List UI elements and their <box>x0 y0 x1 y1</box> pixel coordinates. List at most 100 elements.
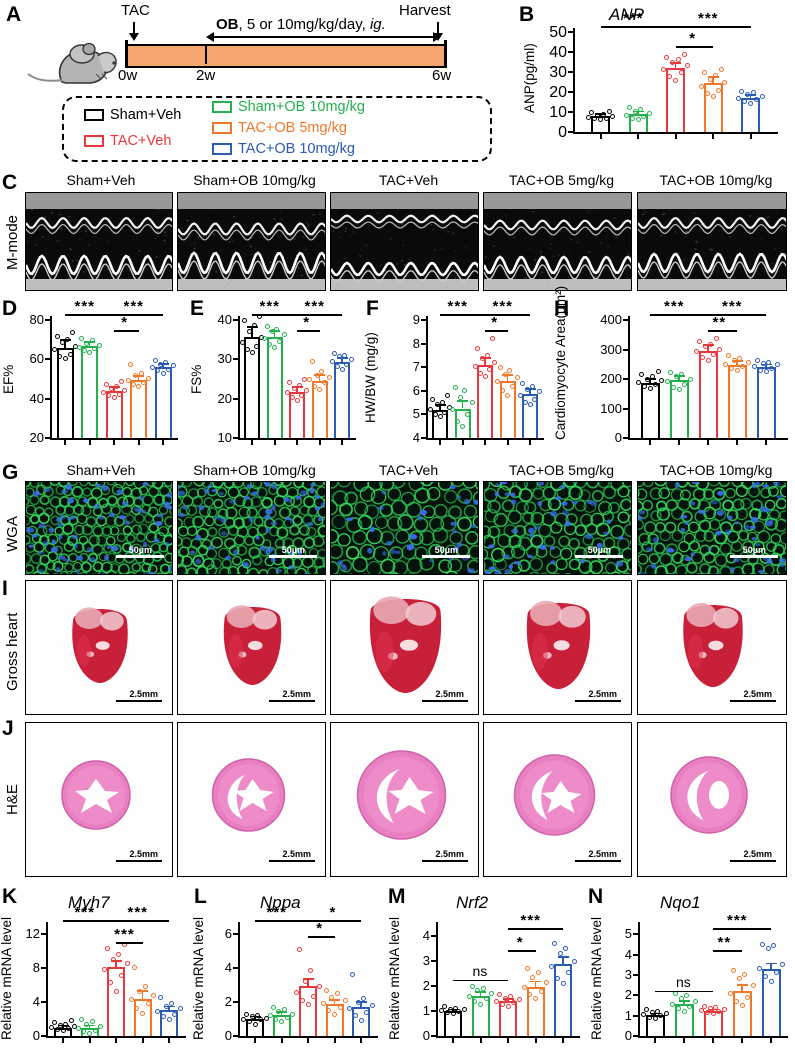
bar-D-4[interactable] <box>155 367 172 438</box>
bar-D-0[interactable] <box>57 348 74 438</box>
y-tick-label-B: 30 <box>529 65 567 81</box>
wga-scale-bar-1 <box>269 555 317 558</box>
data-point-H-3-1 <box>729 366 734 371</box>
data-point-N-1-4 <box>693 999 698 1004</box>
bar-K-2[interactable] <box>107 967 125 1036</box>
data-point-D-2-3 <box>101 390 106 395</box>
x-tick-H-1 <box>678 440 680 445</box>
bar-H-3[interactable] <box>728 365 747 438</box>
error-cap-M-3 <box>530 981 541 983</box>
mmode-image-1 <box>177 192 326 291</box>
data-point-M-0-5 <box>448 1007 453 1012</box>
x-tick-F-4 <box>529 440 531 445</box>
data-point-H-0-3 <box>636 380 641 385</box>
y-tick-N <box>633 954 638 956</box>
data-point-E-3-7 <box>310 359 315 364</box>
data-point-N-4-5 <box>766 946 771 951</box>
gross-heart-image-3: 2.5mm <box>483 580 632 715</box>
data-point-L-4-5 <box>356 1000 361 1005</box>
y-tick-F <box>421 413 426 415</box>
data-point-N-3-5 <box>737 976 742 981</box>
x-tick-K-0 <box>62 1038 64 1043</box>
y-tick-E <box>233 358 238 360</box>
y-tick-label-L: 0 <box>194 1029 232 1042</box>
y-tick-label-K: 4 <box>2 995 40 1008</box>
data-point-B-0-7 <box>589 110 594 115</box>
data-point-D-1-6 <box>90 338 95 343</box>
bar-E-1[interactable] <box>267 337 283 438</box>
y-tick-N <box>633 933 638 935</box>
bar-D-1[interactable] <box>81 346 98 438</box>
data-point-K-2-2 <box>119 973 124 978</box>
data-point-M-0-0 <box>451 1011 456 1016</box>
data-point-N-3-6 <box>742 972 747 977</box>
data-point-H-0-1 <box>642 384 647 389</box>
bar-E-4[interactable] <box>334 362 350 438</box>
data-point-D-3-7 <box>128 362 133 367</box>
data-point-F-4-3 <box>518 393 523 398</box>
panel-g-row-label: WGA <box>4 496 22 572</box>
data-point-E-1-2 <box>277 339 282 344</box>
data-point-L-3-4 <box>343 998 348 1003</box>
panel-j-label: J <box>2 718 14 739</box>
y-tick-label-K: 0 <box>2 1029 40 1042</box>
column-label-3: TAC+OB 5mg/kg <box>487 462 636 478</box>
bar-H-2[interactable] <box>699 351 718 438</box>
panel-a-label: A <box>6 4 21 25</box>
data-point-F-1-5 <box>458 395 463 400</box>
data-point-E-1-7 <box>265 324 270 329</box>
y-tick-label-L: 2 <box>194 995 232 1008</box>
wga-image-0: 50µm <box>25 481 173 575</box>
y-tick-L <box>233 933 238 935</box>
data-point-L-3-2 <box>338 1005 343 1010</box>
data-point-F-2-8 <box>490 336 495 341</box>
data-point-H-4-7 <box>755 358 760 363</box>
y-tick-F <box>421 343 426 345</box>
y-tick-label-E: 20 <box>194 392 232 405</box>
sig-text-E-2: * <box>303 315 310 330</box>
sig-text-B-1: *** <box>698 11 719 26</box>
sig-text-E-1: *** <box>305 299 326 314</box>
x-tick-M-0 <box>452 1038 454 1043</box>
data-point-K-0-7 <box>52 1020 57 1025</box>
sig-line-M-0 <box>453 980 508 982</box>
y-tick-E <box>233 319 238 321</box>
y-tick-D <box>45 398 50 400</box>
sig-text-K-1: *** <box>128 905 149 920</box>
gross-heart-scale-label-0: 2.5mm <box>129 689 158 699</box>
y-tick-label-K: 12 <box>2 927 40 940</box>
sig-text-D-0: *** <box>75 299 96 314</box>
data-point-B-1-3 <box>624 113 629 118</box>
data-point-K-4-0 <box>167 1017 172 1022</box>
data-point-E-4-1 <box>335 364 340 369</box>
data-point-B-4-2 <box>754 97 759 102</box>
data-point-F-1-2 <box>465 412 470 417</box>
legend-item-sham-ob10: Sham+OB 10mg/kg <box>212 99 365 115</box>
y-tick-D <box>45 437 50 439</box>
y-tick-label-H: 0 <box>584 431 622 444</box>
data-point-B-2-7 <box>664 55 669 60</box>
data-point-F-1-4 <box>470 400 475 405</box>
data-point-E-3-4 <box>327 375 332 380</box>
y-tick-F <box>421 366 426 368</box>
panel-g-label: G <box>2 462 18 483</box>
y-axis-line-D <box>50 316 52 438</box>
data-point-D-2-2 <box>117 392 122 397</box>
tac-arrow-head <box>129 33 139 41</box>
data-point-M-0-7 <box>442 1004 447 1009</box>
timeline-tick-label-6w: 6w <box>432 68 451 83</box>
column-label-4: TAC+OB 10mg/kg <box>641 462 791 478</box>
y-tick-K <box>41 1001 46 1003</box>
data-point-L-1-2 <box>285 1015 290 1020</box>
gross-heart-scale-label-1: 2.5mm <box>282 689 311 699</box>
legend-swatch-tac-ob10 <box>212 143 232 155</box>
data-point-B-4-1 <box>742 99 747 104</box>
wga-scale-bar-2 <box>422 555 470 558</box>
gross-heart-image-4: 2.5mm <box>637 580 787 715</box>
x-tick-B-0 <box>600 134 602 139</box>
bar-H-4[interactable] <box>757 367 776 438</box>
x-tick-L-4 <box>360 1038 362 1043</box>
sig-text-D-2: * <box>121 315 128 330</box>
y-tick-label-D: 80 <box>6 313 44 326</box>
data-point-H-4-4 <box>775 362 780 367</box>
